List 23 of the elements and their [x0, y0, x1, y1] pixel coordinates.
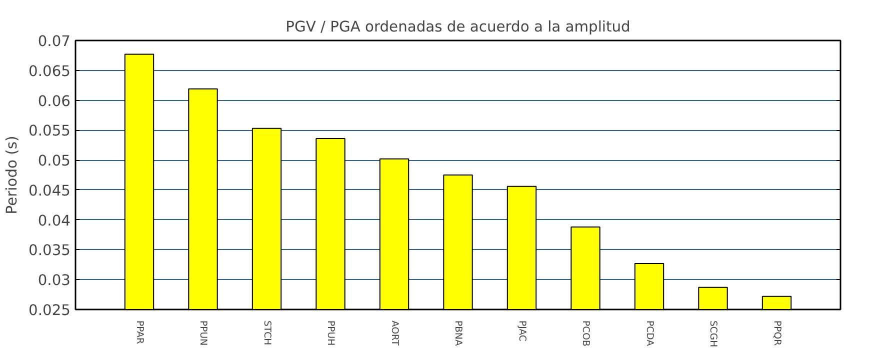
- x-tick-label: PCDA: [644, 320, 655, 347]
- y-tick-label: 0.06: [38, 92, 71, 110]
- x-tick-label: PCOB: [580, 320, 591, 346]
- chart-title: PGV / PGA ordenadas de acuerdo a la amplitud: [286, 18, 630, 36]
- x-tick-label: PPQR: [771, 320, 782, 346]
- x-tick-label: PPUH: [325, 320, 336, 346]
- y-tick-label: 0.03: [38, 272, 71, 290]
- x-tick-label: SCGH: [708, 320, 718, 348]
- x-tick-label: AORT: [388, 320, 400, 346]
- y-tick-label: 0.05: [38, 152, 71, 170]
- y-tick-label: 0.035: [28, 242, 71, 260]
- x-tick-label: PBNA: [452, 320, 464, 346]
- x-tick-label: PJAC: [516, 320, 528, 342]
- y-tick-label: 0.065: [28, 62, 71, 80]
- y-tick-label: 0.04: [38, 212, 71, 230]
- y-tick-label: 0.055: [28, 122, 71, 140]
- y-tick-label: 0.07: [38, 33, 71, 50]
- y-tick-label: 0.025: [28, 302, 71, 319]
- y-tick-label: 0.045: [28, 182, 71, 200]
- x-tick-label: PPAR: [134, 320, 145, 345]
- x-tick-label: STCH: [261, 320, 272, 346]
- x-tick-label: PPUN: [198, 320, 208, 346]
- y-axis-title: Periodo (s): [4, 136, 21, 214]
